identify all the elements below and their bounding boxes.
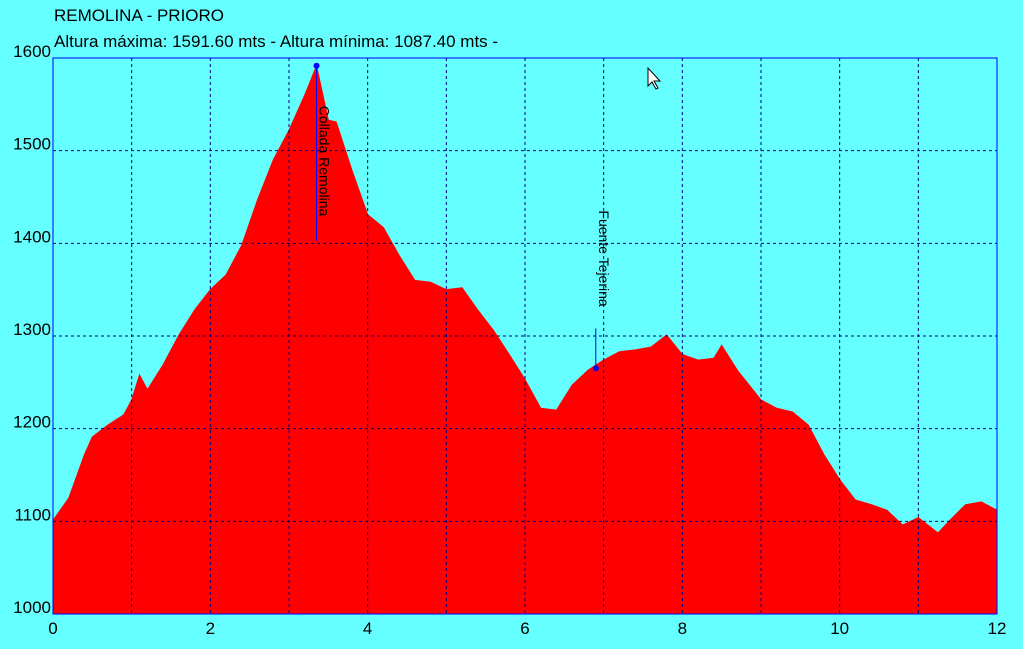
x-tick-label: 10 bbox=[830, 619, 849, 638]
annotation-label: Fuente Tejerina bbox=[596, 210, 612, 306]
annotation-label: Collada Remolina bbox=[317, 106, 333, 217]
x-tick-label: 0 bbox=[48, 619, 57, 638]
x-tick-label: 8 bbox=[678, 619, 687, 638]
cursor bbox=[647, 66, 662, 90]
y-tick-label: 1100 bbox=[14, 505, 51, 524]
chart-title: REMOLINA - PRIORO bbox=[54, 6, 224, 25]
x-tick-label: 4 bbox=[363, 619, 372, 638]
y-tick-label: 1000 bbox=[13, 598, 51, 617]
annotation-point bbox=[313, 62, 320, 69]
y-tick-label: 1300 bbox=[13, 320, 51, 339]
x-tick-label: 12 bbox=[988, 619, 1007, 638]
y-tick-label: 1200 bbox=[13, 413, 51, 432]
annotation-point bbox=[592, 365, 599, 372]
x-tick-label: 2 bbox=[206, 619, 215, 638]
y-tick-label: 1400 bbox=[13, 227, 51, 246]
y-tick-label: 1500 bbox=[13, 135, 51, 154]
chart-subtitle: Altura máxima: 1591.60 mts - Altura míni… bbox=[54, 32, 498, 51]
x-tick-label: 6 bbox=[520, 619, 529, 638]
y-tick-label: 1600 bbox=[13, 42, 51, 61]
plot-border bbox=[52, 57, 998, 615]
